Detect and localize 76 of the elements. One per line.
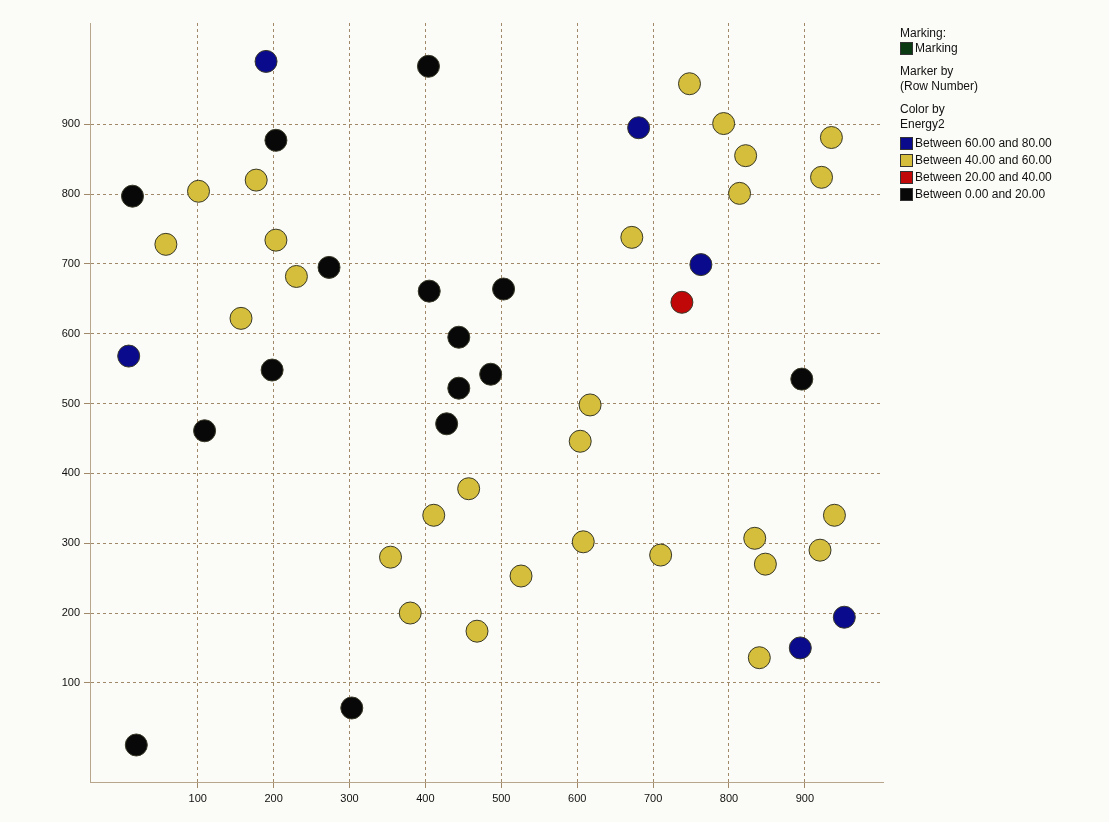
x-tick-label: 500 bbox=[492, 791, 511, 804]
x-tick-label: 800 bbox=[719, 791, 739, 804]
point bbox=[284, 264, 308, 288]
point bbox=[728, 181, 752, 205]
point bbox=[832, 605, 856, 629]
point bbox=[677, 72, 701, 96]
point bbox=[264, 228, 288, 252]
point bbox=[193, 419, 217, 443]
point bbox=[187, 179, 211, 203]
text: Marker by (Row Number) bbox=[900, 64, 979, 94]
x-tick-label: 200 bbox=[264, 791, 283, 804]
point bbox=[571, 530, 595, 554]
point bbox=[124, 733, 148, 757]
legend-title: Color by Energy2 bbox=[900, 102, 946, 132]
point bbox=[398, 601, 422, 625]
point bbox=[743, 526, 767, 550]
point bbox=[417, 279, 441, 303]
point bbox=[244, 168, 268, 192]
y-tick-label: 200 bbox=[61, 606, 80, 619]
point bbox=[479, 362, 503, 386]
point bbox=[747, 646, 771, 670]
y-tick-label: 500 bbox=[61, 396, 80, 409]
point bbox=[712, 112, 736, 136]
x-tick-label: 100 bbox=[188, 791, 207, 804]
y-tick-label: 400 bbox=[61, 466, 80, 479]
text: Marking: bbox=[900, 26, 947, 41]
x-tick-label: 400 bbox=[416, 791, 435, 804]
x-tick-label: 900 bbox=[795, 791, 815, 804]
y-tick-label: 300 bbox=[61, 536, 80, 549]
point bbox=[447, 376, 471, 400]
point bbox=[568, 429, 592, 453]
point bbox=[447, 325, 471, 349]
point bbox=[753, 552, 777, 576]
y-tick-label: 700 bbox=[61, 256, 80, 269]
point bbox=[154, 232, 178, 256]
point bbox=[379, 545, 403, 569]
point bbox=[819, 126, 843, 150]
point bbox=[121, 184, 144, 208]
point bbox=[670, 290, 694, 314]
y-tick-label: 800 bbox=[61, 187, 80, 200]
point bbox=[340, 696, 364, 720]
point bbox=[620, 225, 644, 249]
y-tick-label: 100 bbox=[61, 675, 80, 688]
legend-label: Between 20.00 and 40.00 bbox=[915, 170, 1052, 185]
legend-label: Between 0.00 and 20.00 bbox=[915, 187, 1046, 202]
point bbox=[790, 367, 814, 391]
legend-label: Between 40.00 and 60.00 bbox=[915, 153, 1052, 168]
x-tick-label: 700 bbox=[643, 791, 663, 804]
y-tick-label: 600 bbox=[61, 326, 80, 339]
point bbox=[422, 503, 446, 527]
point bbox=[254, 49, 278, 73]
point bbox=[416, 54, 440, 78]
point bbox=[465, 619, 489, 643]
y-tick-label: 900 bbox=[61, 117, 80, 130]
point bbox=[627, 116, 651, 140]
point bbox=[260, 358, 284, 382]
point bbox=[822, 503, 846, 527]
point bbox=[734, 144, 758, 168]
point bbox=[117, 344, 141, 368]
point bbox=[457, 477, 481, 501]
point bbox=[317, 255, 341, 279]
point bbox=[264, 128, 288, 152]
legend-label: Between 60.00 and 80.00 bbox=[915, 136, 1052, 151]
point bbox=[808, 538, 832, 562]
point bbox=[810, 165, 834, 189]
x-tick-label: 300 bbox=[340, 791, 359, 804]
point bbox=[509, 564, 533, 588]
point bbox=[649, 543, 673, 567]
x-tick-label: 600 bbox=[568, 791, 587, 804]
text: Marking bbox=[915, 41, 958, 56]
point bbox=[435, 412, 459, 436]
point bbox=[788, 636, 812, 660]
point bbox=[229, 306, 253, 330]
point bbox=[578, 393, 602, 417]
point bbox=[492, 277, 516, 301]
point bbox=[689, 253, 713, 277]
